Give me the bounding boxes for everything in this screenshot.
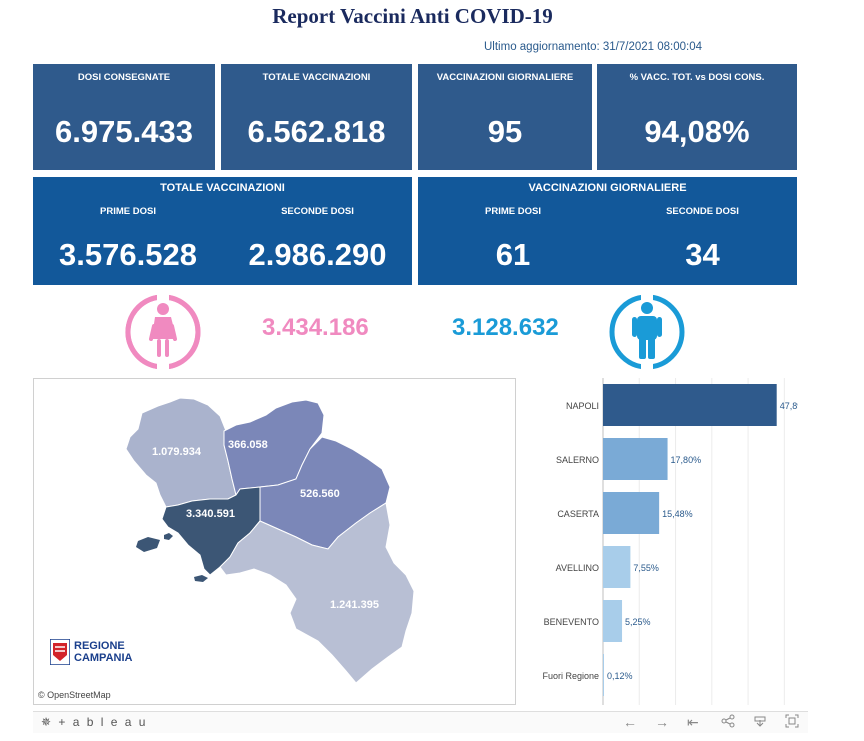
category-label: Fuori Regione [542,671,599,681]
prime-dosi-value: 3.576.528 [59,237,197,272]
value-label: 7,55% [633,563,659,573]
bar-benevento[interactable] [603,600,623,642]
prime-dosi-label: PRIME DOSI [100,206,156,217]
kpi-totale-vaccinazioni: TOTALE VACCINAZIONI 6.562.818 [221,64,412,170]
panel-title: VACCINAZIONI GIORNALIERE [528,182,687,194]
category-label: BENEVENTO [544,617,599,627]
value-label: 17,80% [671,455,702,465]
prime-dosi-value: 61 [495,237,531,272]
kpi-value: 94,08% [644,114,750,149]
province-salerno[interactable] [219,502,415,684]
island-capri [194,575,208,582]
category-label: NAPOLI [566,401,599,411]
logo-text-line2: CAMPANIA [74,652,133,664]
fullscreen-icon[interactable] [785,714,799,731]
value-label: 15,48% [662,509,693,519]
seconde-dosi-label: SECONDE DOSI [666,206,739,217]
tableau-logo[interactable]: ✵ + a b l e a u [41,715,147,729]
kpi-label: VACCINAZIONI GIORNALIERE [436,72,574,83]
panel-title: TOTALE VACCINAZIONI [160,182,285,194]
value-label: 5,25% [625,617,651,627]
seconde-dosi-value: 34 [685,237,720,272]
male-person-icon [609,293,685,371]
bar-caserta[interactable] [603,492,660,534]
napoli-value: 3.340.591 [186,508,235,520]
category-label: SALERNO [556,455,599,465]
category-label: AVELLINO [556,563,599,573]
avellino-value: 526.560 [300,488,340,500]
kpi-value: 6.562.818 [247,114,386,149]
download-icon[interactable] [753,714,767,731]
kpi-label: DOSI CONSEGNATE [77,72,171,83]
bar-avellino[interactable] [603,546,631,588]
totale-vaccinazioni-panel: TOTALE VACCINAZIONI PRIME DOSI SECONDE D… [33,177,412,285]
kpi-value: 6.975.433 [55,114,193,149]
prime-dosi-label: PRIME DOSI [485,206,541,217]
share-icon[interactable] [721,714,735,731]
tableau-toolbar: ✵ + a b l e a u ← → ⇤ [33,711,808,733]
kpi-label: % VACC. TOT. vs DOSI CONS. [629,72,765,83]
redo-icon[interactable]: → [655,714,669,730]
benevento-value: 366.058 [228,439,268,451]
female-vaccinations: 3.434.186 [262,314,369,341]
bar-fuori-regione[interactable] [603,654,604,696]
category-label: CASERTA [557,509,599,519]
kpi-value: 95 [487,114,523,149]
undo-icon[interactable]: ← [623,714,637,730]
bar-napoli[interactable] [603,384,777,426]
revert-icon[interactable]: ⇤ [687,714,699,730]
value-label: 0,12% [607,671,633,681]
campania-map[interactable]: 1.079.934 366.058 526.560 3.340.591 1.24… [33,378,516,705]
kpi-percentuale: % VACC. TOT. vs DOSI CONS. 94,08% [597,64,797,170]
kpi-label: TOTALE VACCINAZIONI [262,72,371,83]
kpi-vaccinazioni-giornaliere: VACCINAZIONI GIORNALIERE 95 [418,64,592,170]
female-person-icon [125,293,201,371]
province-bar-chart: NAPOLI 47,89% SALERNO 17,80% CASERTA 15,48% AV… [530,378,798,705]
logo-text-line1: REGIONE [74,640,125,652]
seconde-dosi-label: SECONDE DOSI [281,206,354,217]
male-vaccinations: 3.128.632 [452,314,559,341]
value-label: 47,89% [780,401,798,411]
map-credit[interactable]: © OpenStreetMap [38,690,111,700]
regione-campania-logo [50,639,70,665]
salerno-value: 1.241.395 [330,599,379,611]
seconde-dosi-value: 2.986.290 [248,237,387,272]
page-title: Report Vaccini Anti COVID-19 [272,4,553,28]
tableau-brand: + a b l e a u [58,715,148,729]
island-procida [164,533,173,540]
tableau-mark-icon: ✵ [41,715,54,729]
vaccinazioni-giornaliere-panel: VACCINAZIONI GIORNALIERE PRIME DOSI SECO… [418,177,797,285]
island-ischia [136,537,160,552]
kpi-dosi-consegnate: DOSI CONSEGNATE 6.975.433 [33,64,215,170]
caserta-value: 1.079.934 [152,446,201,458]
last-updated: Ultimo aggiornamento: 31/7/2021 08:00:04 [484,41,703,53]
bar-salerno[interactable] [603,438,668,480]
